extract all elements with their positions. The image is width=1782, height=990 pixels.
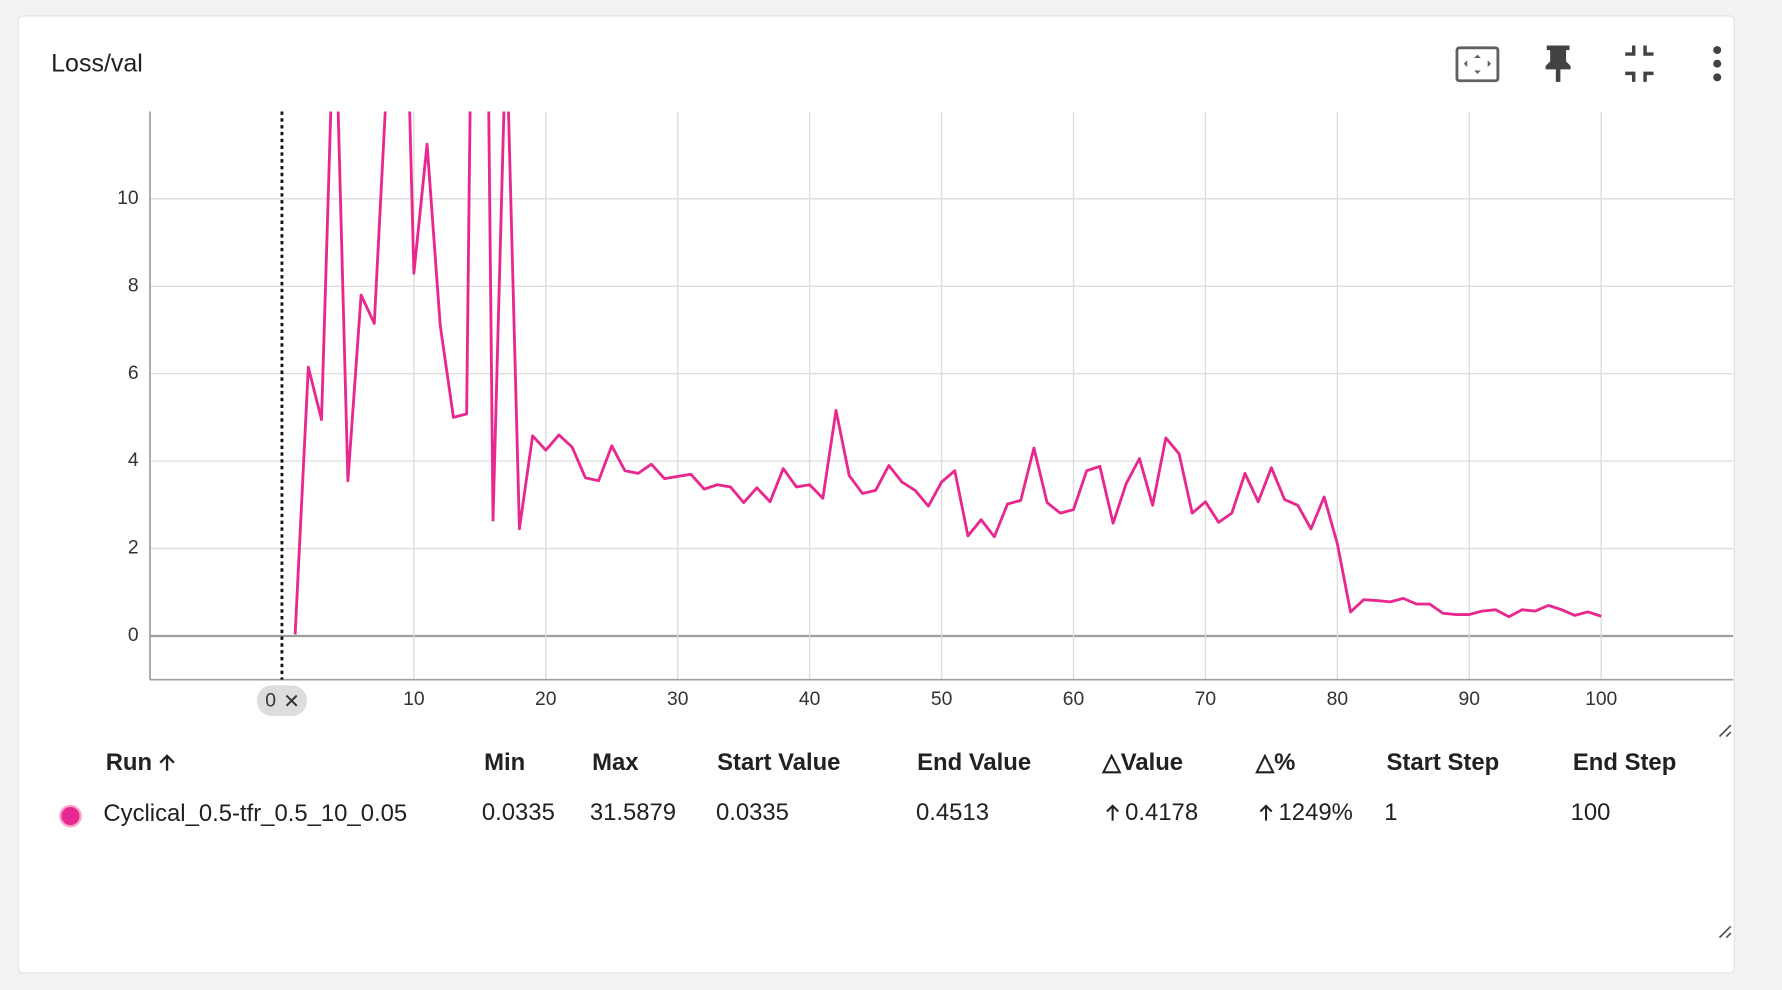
y-tick-label: 10 <box>117 188 138 209</box>
up-arrow <box>1106 804 1120 821</box>
line-series <box>293 111 1602 635</box>
column-header: Start Step <box>1387 749 1500 776</box>
y-tick-label: 8 <box>128 275 139 296</box>
x-tick-label: 20 <box>535 689 556 710</box>
column-header: Run <box>106 749 152 776</box>
table-cell: 1249% <box>1279 799 1353 826</box>
data-table: Run Min Max Start Value End Value △Value △% Sta… <box>59 749 1676 828</box>
table-cell: 1 <box>1384 799 1397 826</box>
x-tick-label: 90 <box>1459 689 1480 710</box>
y-tick-label: 0 <box>128 625 139 646</box>
pin-icon[interactable] <box>1545 45 1571 82</box>
column-header: △% <box>1255 749 1296 776</box>
table-cell: 0.0335 <box>482 799 555 826</box>
table-cell: 100 <box>1571 799 1611 826</box>
x-tick-label: 10 <box>403 689 424 710</box>
x-tick-label: 100 <box>1585 689 1617 710</box>
run-color-dot <box>59 804 82 828</box>
run-name: Cyclical_0.5-tfr_0.5_10_0.05 <box>103 800 407 827</box>
column-header: △Value <box>1101 749 1183 776</box>
y-tick-label: 4 <box>128 450 139 471</box>
table-cell: 0.0335 <box>716 799 789 826</box>
column-header: Min <box>484 749 525 776</box>
step-marker-badge <box>256 685 307 717</box>
x-tick-label: 40 <box>799 689 820 710</box>
resize-handle[interactable] <box>1718 925 1732 939</box>
fit-icon[interactable] <box>1455 46 1500 83</box>
x-tick-label: 70 <box>1195 689 1216 710</box>
x-tick-label: 80 <box>1327 689 1348 710</box>
table-cell: 31.5879 <box>590 799 676 826</box>
step-marker-close <box>285 694 298 707</box>
y-tick-label: 6 <box>128 363 139 384</box>
column-header: End Step <box>1573 749 1676 776</box>
x-tick-label: 30 <box>667 689 688 710</box>
table-cell: 0.4513 <box>916 799 989 826</box>
step-marker-label: 0 <box>265 690 276 711</box>
column-header: Max <box>592 749 639 776</box>
y-tick-label: 2 <box>128 538 139 559</box>
up-arrow <box>1259 804 1273 821</box>
collapse-icon[interactable] <box>1625 45 1654 82</box>
table-cell: 0.4178 <box>1125 799 1198 826</box>
column-header: End Value <box>917 749 1031 776</box>
menu-icon[interactable] <box>1713 46 1722 82</box>
sort-arrow <box>159 754 175 771</box>
column-header: Start Value <box>717 749 840 776</box>
x-tick-label: 60 <box>1063 689 1084 710</box>
resize-handle[interactable] <box>1718 724 1732 738</box>
plot: 0 2 4 6 8 10 10 20 30 40 50 60 70 80 90 100 0 <box>117 111 1734 717</box>
card <box>17 15 1735 974</box>
x-tick-label: 50 <box>931 689 952 710</box>
card-title: Loss/val <box>51 49 143 77</box>
